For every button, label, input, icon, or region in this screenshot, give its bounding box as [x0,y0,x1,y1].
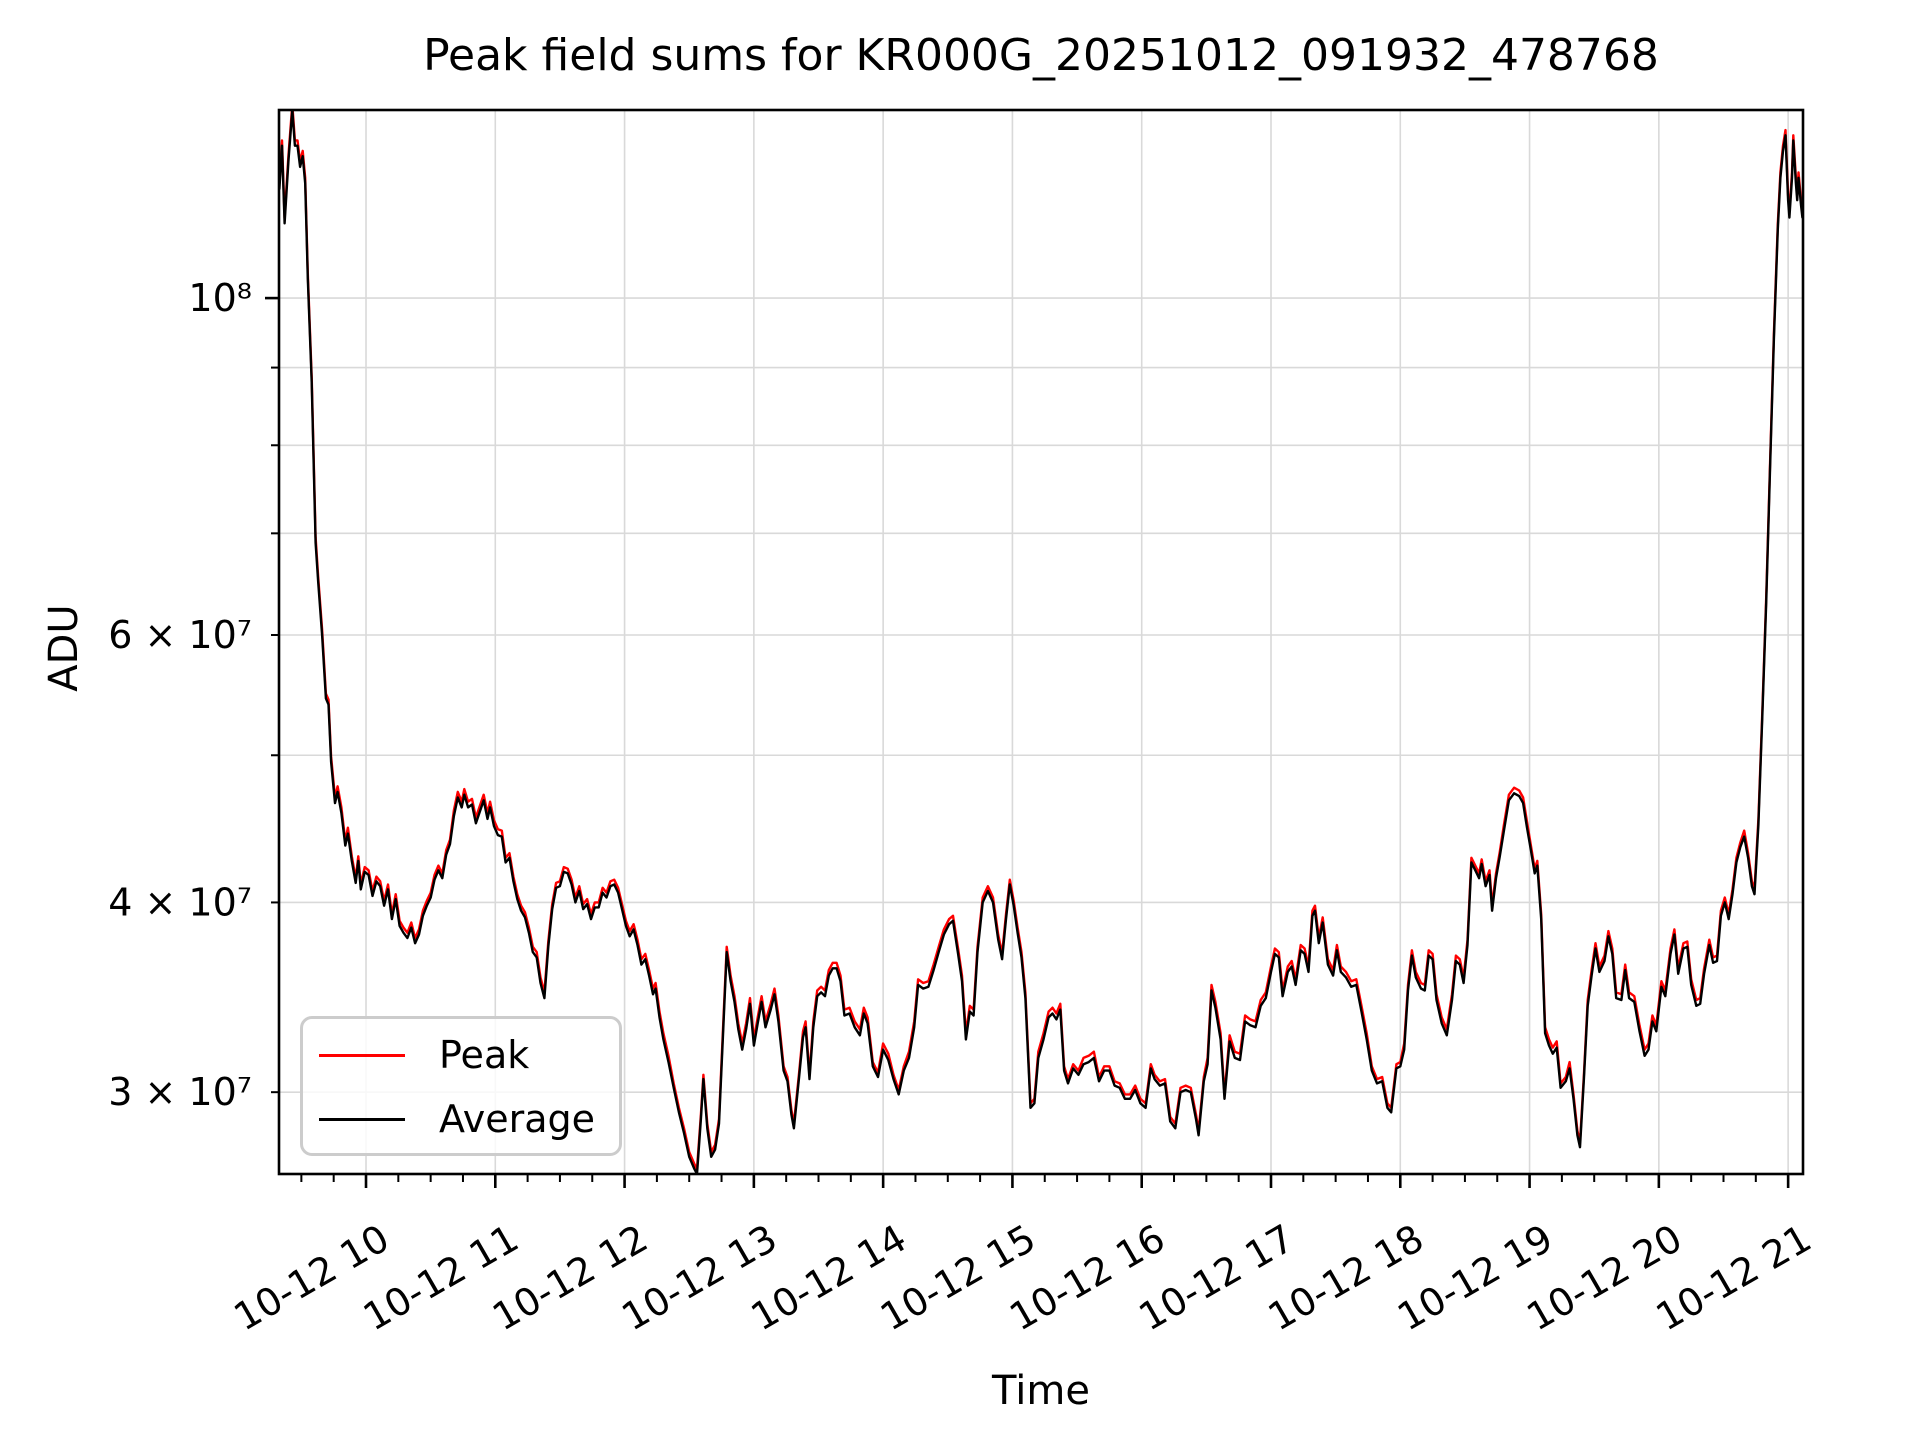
svg-text:3 × 10⁷: 3 × 10⁷ [108,1070,252,1114]
legend-item-peak: Peak [303,1023,619,1087]
y-tick-labels: 10⁸ 6 × 10⁷ 4 × 10⁷ 3 × 10⁷ [108,276,252,1114]
peak-line-icon [319,1053,405,1057]
series-lines [279,110,1803,1174]
svg-text:4 × 10⁷: 4 × 10⁷ [108,880,252,924]
legend-label-average: Average [439,1097,596,1141]
svg-text:10⁸: 10⁸ [188,276,252,320]
plot-border [277,108,1805,1176]
average-line-icon [319,1117,405,1121]
legend-item-average: Average [303,1087,619,1151]
series-peak-line [279,110,1803,1171]
axis-ticks [265,296,1790,1188]
svg-text:6 × 10⁷: 6 × 10⁷ [108,613,252,657]
chart-title: Peak field sums for KR000G_20251012_0919… [423,30,1659,81]
legend: Peak Average [300,1016,622,1156]
x-axis-label: Time [992,1368,1090,1414]
series-average-line [279,110,1803,1174]
gridlines [279,110,1803,1174]
legend-label-peak: Peak [439,1033,530,1077]
y-axis-label: ADU [41,604,87,692]
